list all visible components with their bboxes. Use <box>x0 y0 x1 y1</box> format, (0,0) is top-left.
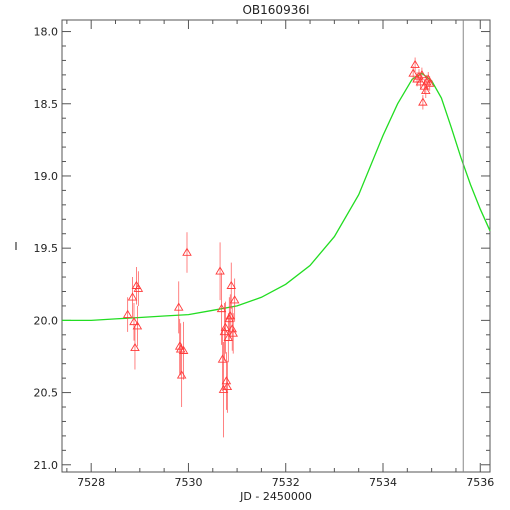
data-point <box>216 303 227 313</box>
y-tick-label: 19.5 <box>34 242 59 255</box>
x-tick-label: 7528 <box>77 476 105 489</box>
data-point <box>226 280 237 289</box>
data-point <box>127 292 138 301</box>
data-point <box>133 283 144 292</box>
y-axis-label: I <box>14 240 17 253</box>
data-point <box>173 302 184 311</box>
data-point <box>417 69 427 79</box>
data-point <box>218 384 229 393</box>
x-tick-label: 7534 <box>369 476 397 489</box>
data-point <box>215 266 225 275</box>
data-point <box>414 71 424 80</box>
data-point <box>224 314 235 323</box>
x-tick-label: 7530 <box>174 476 202 489</box>
y-tick-label: 18.0 <box>34 26 59 39</box>
data-point <box>178 345 189 354</box>
data-point <box>222 381 233 391</box>
data-point <box>421 85 431 95</box>
y-tick-label: 20.5 <box>34 387 59 400</box>
plot-frame <box>61 19 491 473</box>
data-point <box>132 321 143 330</box>
y-tick-label: 19.0 <box>34 170 59 183</box>
x-axis-label: JD - 2450000 <box>239 490 312 503</box>
data-point <box>229 295 240 304</box>
data-point <box>415 77 426 86</box>
y-tick-label: 18.5 <box>34 98 59 111</box>
data-point <box>410 59 420 69</box>
x-tick-label: 7532 <box>272 476 300 489</box>
data-point <box>122 309 133 318</box>
data-point <box>182 247 192 256</box>
data-point <box>219 327 230 336</box>
y-tick-label: 21.0 <box>34 459 59 472</box>
data-point <box>220 322 231 331</box>
data-point <box>228 328 238 337</box>
data-point <box>130 342 140 352</box>
data-point <box>424 78 435 87</box>
model-curve <box>62 72 491 322</box>
y-tick-label: 20.0 <box>34 314 59 327</box>
chart-title: OB160936I <box>242 3 309 17</box>
data-point <box>418 97 428 106</box>
data-point <box>129 316 139 326</box>
data-point <box>408 68 418 77</box>
x-tick-label: 7536 <box>466 476 494 489</box>
